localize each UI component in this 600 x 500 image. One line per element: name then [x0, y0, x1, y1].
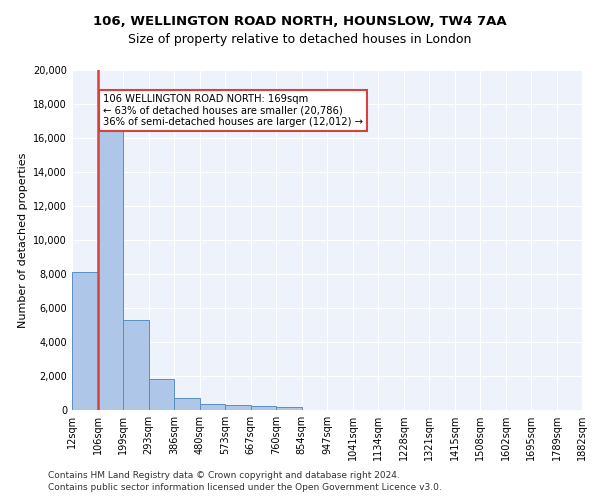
Text: 106, WELLINGTON ROAD NORTH, HOUNSLOW, TW4 7AA: 106, WELLINGTON ROAD NORTH, HOUNSLOW, TW…: [93, 15, 507, 28]
Bar: [97, 130, 123, 410]
Bar: [123, 320, 149, 410]
Bar: [251, 406, 276, 410]
Y-axis label: Number of detached properties: Number of detached properties: [18, 152, 28, 328]
Text: 106 WELLINGTON ROAD NORTH: 169sqm
← 63% of detached houses are smaller (20,786)
: 106 WELLINGTON ROAD NORTH: 169sqm ← 63% …: [103, 94, 362, 127]
Bar: [225, 406, 251, 410]
Bar: [276, 407, 302, 410]
Text: Size of property relative to detached houses in London: Size of property relative to detached ho…: [128, 32, 472, 46]
Bar: [149, 378, 174, 410]
Text: Contains HM Land Registry data © Crown copyright and database right 2024.: Contains HM Land Registry data © Crown c…: [48, 471, 400, 480]
Bar: [174, 398, 199, 410]
Bar: [72, 272, 97, 410]
Bar: [199, 404, 225, 410]
Text: Contains public sector information licensed under the Open Government Licence v3: Contains public sector information licen…: [48, 484, 442, 492]
